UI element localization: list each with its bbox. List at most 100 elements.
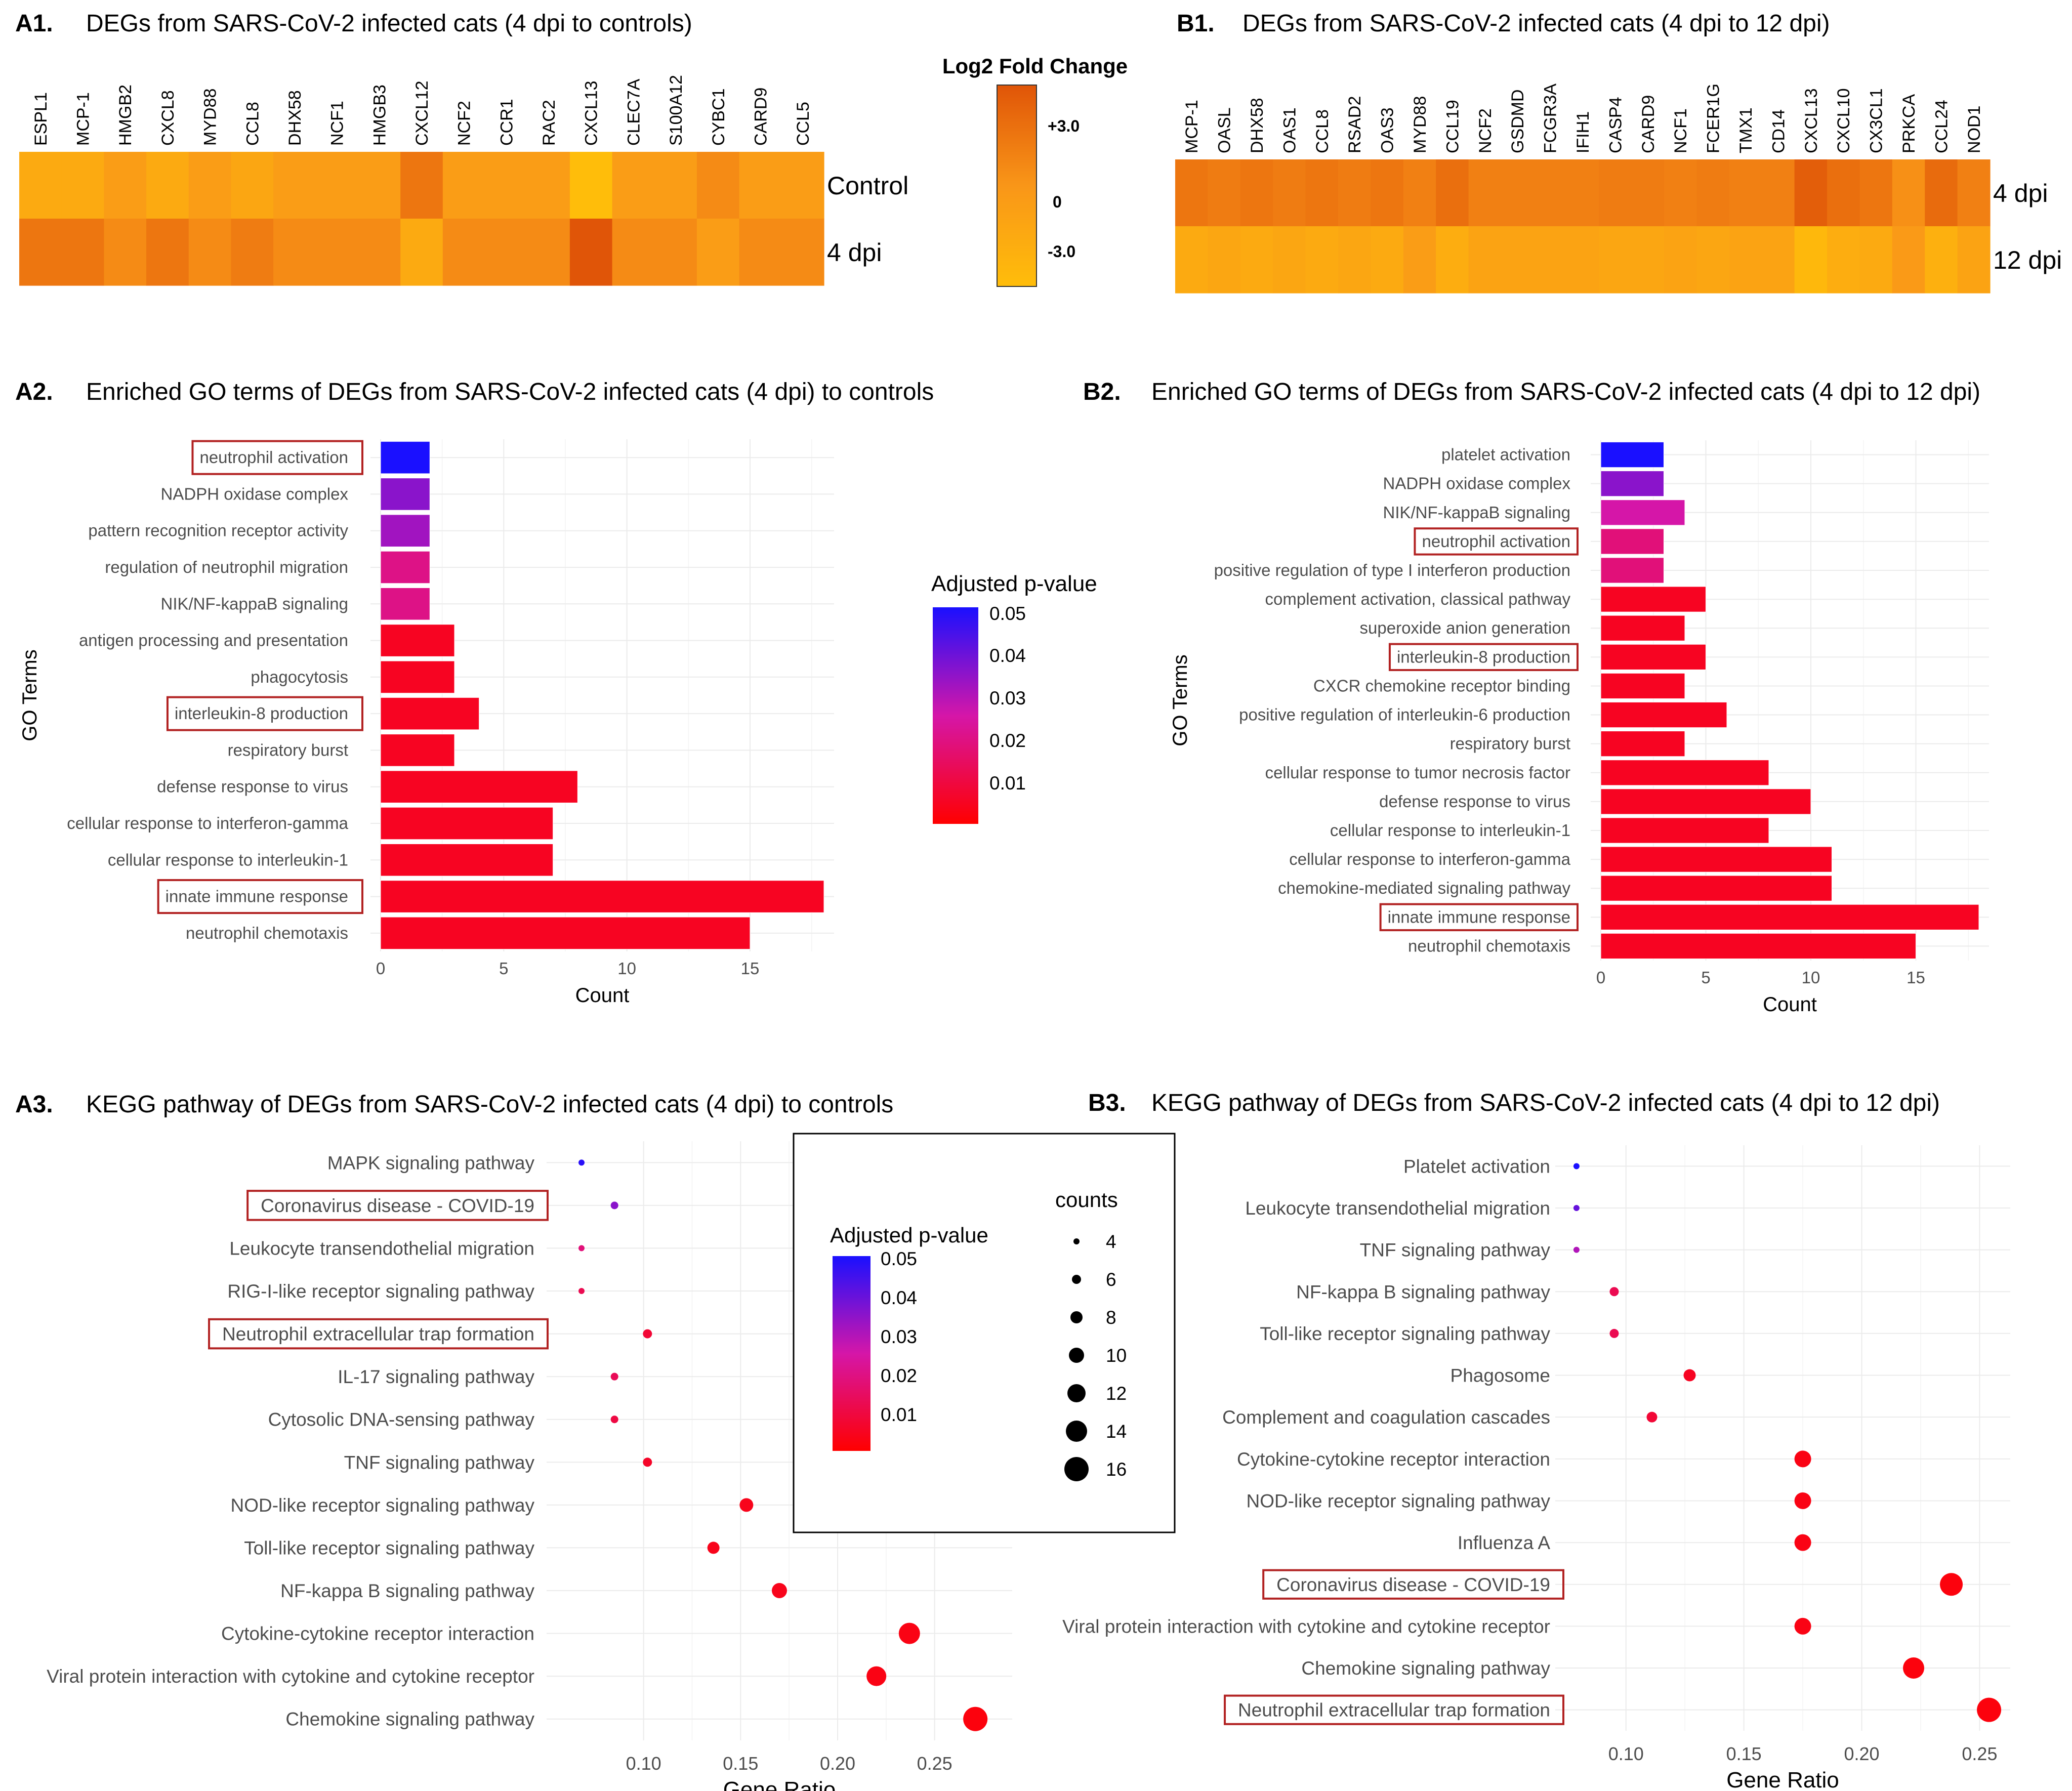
bar-cxcr-chemokine-receptor-binding xyxy=(1600,673,1685,699)
heat-cell-4-dpi-cxcl13 xyxy=(569,219,613,286)
heat-cell-12-dpi-ccl8 xyxy=(1305,226,1339,294)
counts-legend-label-14: 14 xyxy=(1106,1421,1127,1442)
heat-cell-control-cxcl8 xyxy=(146,152,189,219)
heat-cell-control-clec7a xyxy=(612,152,655,219)
highlight-box-neutrophil-extracellular-trap-formation xyxy=(208,1318,549,1350)
panel-a1-label: A1. xyxy=(15,10,53,37)
log2fc-legend-title: Log2 Fold Change xyxy=(942,54,1128,78)
gene-label-cxcl8: CXCL8 xyxy=(158,90,178,146)
gene-label-ccl8: CCL8 xyxy=(1313,109,1332,153)
bar-nadph-oxidase-complex xyxy=(380,478,430,511)
kegg-term-label-toll-like-receptor-signaling-pathway: Toll-like receptor signaling pathway xyxy=(244,1537,534,1558)
heat-cell-12-dpi-ifih1 xyxy=(1566,226,1599,294)
heat-cell-4-dpi-myd88 xyxy=(1403,159,1436,227)
heat-cell-control-ncf2 xyxy=(442,152,486,219)
gene-label-ccl5: CCL5 xyxy=(794,102,813,146)
heat-cell-4-dpi-oasl xyxy=(1208,159,1241,227)
heat-cell-4-dpi-mcp-1 xyxy=(1175,159,1208,227)
heat-cell-12-dpi-ccl24 xyxy=(1925,226,1958,294)
kegg-term-label-cytokine-cytokine-receptor-interaction: Cytokine-cytokine receptor interaction xyxy=(221,1623,534,1644)
kegg-term-label-coronavirus-disease-covid-19: Coronavirus disease - COVID-19 xyxy=(261,1195,534,1216)
go-term-label-chemokine-mediated-signaling-pathway: chemokine-mediated signaling pathway xyxy=(1278,879,1570,897)
counts-legend-label-8: 8 xyxy=(1106,1307,1116,1328)
dot-leukocyte-transendothelial-migration xyxy=(578,1245,585,1252)
heat-cell-4-dpi-card9 xyxy=(1631,159,1665,227)
kegg-term-label-chemokine-signaling-pathway: Chemokine signaling pathway xyxy=(1301,1658,1550,1679)
heat-cell-4-dpi-ccl24 xyxy=(1925,159,1958,227)
gene-label-cxcl13: CXCL13 xyxy=(1802,88,1821,153)
panel-b1-title: DEGs from SARS-CoV-2 infected cats (4 dp… xyxy=(1242,10,1830,37)
counts-legend-label-10: 10 xyxy=(1106,1345,1127,1366)
heat-cell-4-dpi-s100a12 xyxy=(654,219,697,286)
kegg-padj-tick-5: 0.01 xyxy=(881,1404,917,1425)
x-tick-label: 0.25 xyxy=(917,1753,952,1774)
go-term-label-cxcr-chemokine-receptor-binding: CXCR chemokine receptor binding xyxy=(1313,676,1570,695)
counts-legend-dot-6 xyxy=(1072,1275,1081,1284)
bar-nik-nf-kappab-signaling xyxy=(1600,499,1685,526)
go-term-label-defense-response-to-virus: defense response to virus xyxy=(1379,792,1570,811)
bar-respiratory-burst xyxy=(380,734,455,767)
go-term-label-cellular-response-to-interleukin-1: cellular response to interleukin-1 xyxy=(1330,821,1570,840)
bar-neutrophil-activation xyxy=(380,441,430,474)
bar-pattern-recognition-receptor-activity xyxy=(380,514,430,548)
heat-cell-4-dpi-clec7a xyxy=(612,219,655,286)
go-padj-tick-3: 0.03 xyxy=(989,688,1026,709)
heat-cell-12-dpi-ncf2 xyxy=(1468,226,1502,294)
x-axis-title: Gene Ratio xyxy=(1726,1768,1839,1791)
dot-cytosolic-dna-sensing-pathway xyxy=(610,1415,618,1424)
kegg-term-label-tnf-signaling-pathway: TNF signaling pathway xyxy=(1360,1240,1551,1261)
bar-innate-immune-response xyxy=(380,880,824,913)
gene-label-cxcl13: CXCL13 xyxy=(582,80,601,146)
heat-cell-4-dpi-ncf2 xyxy=(1468,159,1502,227)
go-term-label-innate-immune-response: innate immune response xyxy=(165,887,348,906)
kegg-term-label-cytosolic-dna-sensing-pathway: Cytosolic DNA-sensing pathway xyxy=(268,1409,535,1430)
x-tick-label: 0.15 xyxy=(1726,1743,1762,1764)
bar-regulation-of-neutrophil-migration xyxy=(380,551,430,584)
heat-cell-4-dpi-fcgr3a xyxy=(1534,159,1567,227)
heat-cell-4-dpi-mcp-1 xyxy=(61,219,104,286)
go-term-label-innate-immune-response: innate immune response xyxy=(1388,907,1570,926)
panel-a3-label: A3. xyxy=(15,1091,53,1118)
dot-chemokine-signaling-pathway xyxy=(963,1706,988,1731)
kegg-term-label-neutrophil-extracellular-trap-formation: Neutrophil extracellular trap formation xyxy=(222,1324,534,1345)
bar-cellular-response-to-interferon-gamma xyxy=(1600,846,1832,872)
dot-mapk-signaling-pathway xyxy=(578,1159,585,1166)
gene-label-dhx58: DHX58 xyxy=(285,90,305,146)
x-tick-label: 10 xyxy=(617,959,636,978)
panel-b3-label: B3. xyxy=(1088,1090,1126,1116)
heat-cell-4-dpi-cx3cl1 xyxy=(1859,159,1893,227)
gene-label-myd88: MYD88 xyxy=(1411,96,1430,153)
panel-a1-title: DEGs from SARS-CoV-2 infected cats (4 dp… xyxy=(86,10,692,37)
panel-a3-title: KEGG pathway of DEGs from SARS-CoV-2 inf… xyxy=(86,1091,893,1118)
heat-cell-4-dpi-cxcl13 xyxy=(1794,159,1828,227)
heat-cell-control-myd88 xyxy=(188,152,232,219)
dot-nod-like-receptor-signaling-pathway xyxy=(739,1498,754,1512)
bar-phagocytosis xyxy=(380,660,455,694)
go-term-label-superoxide-anion-generation: superoxide anion generation xyxy=(1360,618,1570,637)
go-term-label-complement-activation-classical-pathway: complement activation, classical pathway xyxy=(1265,590,1571,608)
go-term-label-cellular-response-to-interferon-gamma: cellular response to interferon-gamma xyxy=(67,814,348,832)
x-tick-label: 5 xyxy=(499,959,508,978)
dot-tnf-signaling-pathway xyxy=(1573,1246,1580,1253)
dot-chemokine-signaling-pathway xyxy=(1903,1657,1925,1679)
heat-cell-control-mcp-1 xyxy=(61,152,104,219)
heat-row-label-control: Control xyxy=(827,172,908,200)
panel-b2-label: B2. xyxy=(1083,379,1121,405)
bar-defense-response-to-virus xyxy=(380,770,578,804)
kegg-term-label-viral-protein-interaction-with-cytokine-and-cytokine-receptor: Viral protein interaction with cytokine … xyxy=(1062,1616,1550,1637)
kegg-term-label-tnf-signaling-pathway: TNF signaling pathway xyxy=(344,1452,535,1473)
kegg-term-label-leukocyte-transendothelial-migration: Leukocyte transendothelial migration xyxy=(229,1238,534,1259)
log2fc-colorbar xyxy=(997,85,1037,287)
gene-label-cxcl12: CXCL12 xyxy=(412,80,432,146)
x-tick-label: 0.20 xyxy=(820,1753,855,1774)
heat-cell-4-dpi-ncf1 xyxy=(1664,159,1697,227)
gene-label-fcgr3a: FCGR3A xyxy=(1541,84,1560,153)
dot-toll-like-receptor-signaling-pathway xyxy=(1609,1328,1619,1338)
gene-label-ccl24: CCL24 xyxy=(1932,100,1951,153)
bar-positive-regulation-of-interleukin-6-production xyxy=(1600,701,1727,728)
heat-cell-control-ccr1 xyxy=(485,152,528,219)
log2fc-tick-low: -3.0 xyxy=(1048,242,1075,261)
heat-cell-12-dpi-oas1 xyxy=(1273,226,1306,294)
counts-legend-label-12: 12 xyxy=(1106,1383,1127,1404)
dot-neutrophil-extracellular-trap-formation xyxy=(643,1329,652,1339)
